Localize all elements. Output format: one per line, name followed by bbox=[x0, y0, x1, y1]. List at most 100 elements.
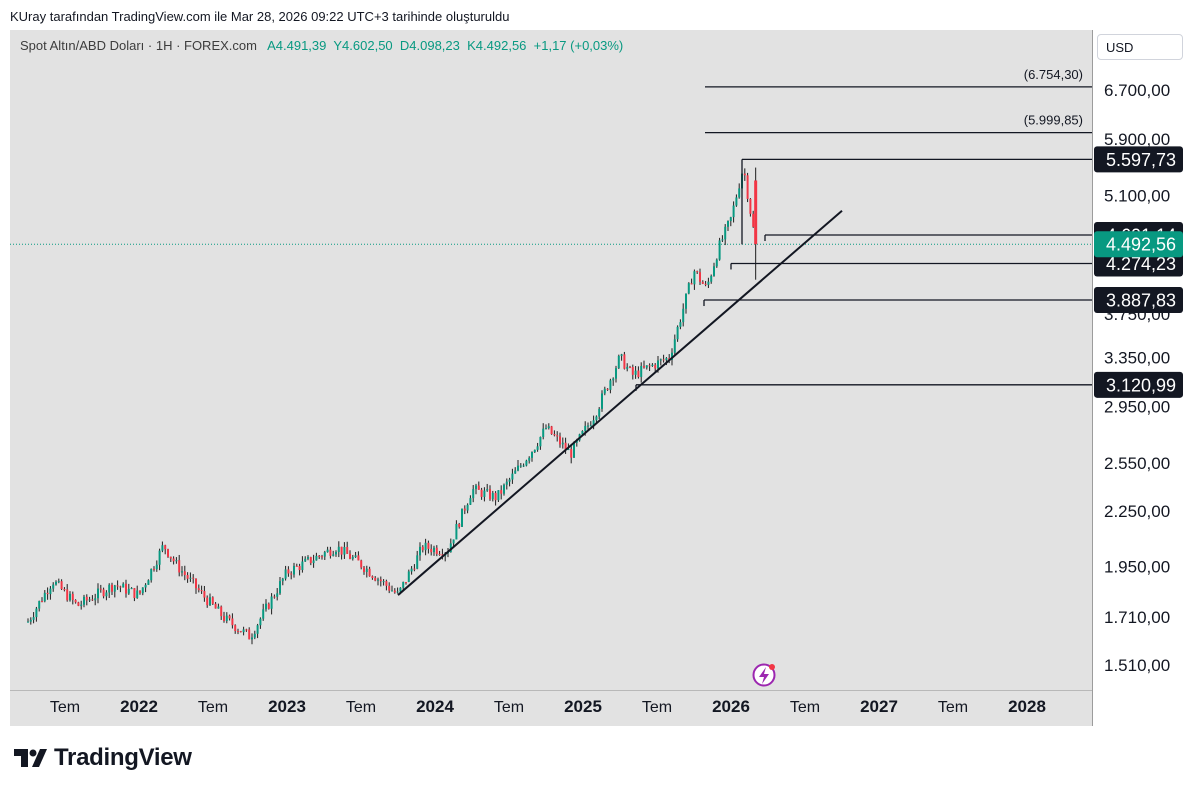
candle-body bbox=[335, 551, 337, 555]
candle-body bbox=[707, 281, 710, 285]
candle-body bbox=[94, 598, 97, 601]
candle-body bbox=[209, 597, 211, 606]
candle-body bbox=[270, 596, 273, 609]
currency-selector-button[interactable]: USD bbox=[1097, 34, 1183, 60]
candle-body bbox=[701, 281, 704, 284]
candle-body bbox=[399, 587, 402, 592]
candle-body bbox=[80, 604, 83, 606]
candle-body bbox=[262, 609, 265, 619]
tradingview-logo[interactable]: TradingView bbox=[12, 744, 192, 772]
candle-body bbox=[581, 431, 584, 435]
candle-body bbox=[351, 557, 354, 559]
candle-body bbox=[643, 365, 645, 368]
price-axis-label: 1.950,00 bbox=[1104, 557, 1170, 576]
candle-body bbox=[612, 378, 615, 381]
level-price-tag bbox=[1094, 287, 1183, 314]
candle-body bbox=[676, 326, 679, 340]
time-axis-label: Tem bbox=[198, 699, 228, 716]
candle-body bbox=[91, 599, 94, 601]
level-price-tag-label: 3.887,83 bbox=[1106, 291, 1176, 311]
time-axis-label: Tem bbox=[642, 699, 672, 716]
candle-body bbox=[234, 625, 237, 632]
candle-body bbox=[382, 581, 385, 583]
candle-body bbox=[377, 579, 379, 581]
candle-body bbox=[550, 426, 553, 435]
candle-body bbox=[539, 436, 542, 447]
candle-body bbox=[419, 546, 421, 556]
candle-body bbox=[637, 370, 640, 377]
candle-body bbox=[427, 542, 430, 549]
candle-body bbox=[435, 547, 438, 554]
candle-body bbox=[41, 601, 43, 603]
legend-change: +1,17 (+0,03%) bbox=[533, 38, 624, 53]
candle-body bbox=[679, 322, 682, 327]
time-axis-label: 2028 bbox=[1008, 697, 1046, 716]
candle-body bbox=[573, 442, 575, 458]
candle-body bbox=[139, 590, 141, 594]
candle-body bbox=[295, 565, 298, 567]
level-target-label: (5.999,85) bbox=[1024, 113, 1083, 128]
candle-body bbox=[309, 557, 312, 564]
candle-body bbox=[511, 473, 514, 480]
candle-body bbox=[522, 465, 525, 467]
candle-body bbox=[265, 603, 267, 610]
candle-body bbox=[556, 435, 559, 437]
candle-body bbox=[673, 339, 676, 353]
candle-body bbox=[721, 239, 724, 241]
candle-body bbox=[491, 492, 494, 500]
candle-body bbox=[52, 584, 55, 589]
candle-body bbox=[452, 539, 455, 544]
chart-pane[interactable] bbox=[10, 30, 1188, 726]
candle-body bbox=[248, 629, 251, 640]
candle-body bbox=[615, 368, 617, 379]
candle-body bbox=[144, 584, 147, 588]
candle-body bbox=[321, 556, 323, 558]
candle-body bbox=[312, 560, 315, 564]
candle-body bbox=[343, 546, 346, 555]
level-target-label: (6.754,30) bbox=[1024, 67, 1083, 82]
candle-body bbox=[749, 198, 752, 214]
candle-body bbox=[433, 547, 435, 553]
candle-body bbox=[651, 364, 654, 366]
candle-body bbox=[609, 380, 612, 390]
candle-body bbox=[125, 583, 127, 594]
candle-body bbox=[223, 616, 225, 621]
candle-body bbox=[441, 554, 444, 556]
candle-body bbox=[323, 552, 326, 557]
candle-body bbox=[531, 452, 533, 458]
candle-body bbox=[141, 587, 144, 594]
legend-symbol[interactable]: Spot Altın/ABD Doları · 1H · FOREX.com bbox=[20, 38, 257, 53]
candle-body bbox=[421, 546, 424, 551]
candle-body bbox=[696, 271, 699, 273]
candle-body bbox=[46, 592, 49, 595]
candle-body bbox=[606, 388, 609, 390]
candle-body bbox=[710, 275, 713, 282]
candle-body bbox=[32, 617, 35, 620]
price-axis-label: 1.510,00 bbox=[1104, 656, 1170, 675]
candle-body bbox=[186, 575, 189, 579]
time-axis[interactable] bbox=[10, 690, 1092, 726]
candle-body bbox=[60, 581, 63, 590]
candle-body bbox=[133, 588, 136, 598]
candle-body bbox=[598, 408, 601, 417]
candle-body bbox=[693, 271, 696, 285]
candle-body bbox=[368, 568, 371, 577]
level-price-tag-label: 5.597,73 bbox=[1106, 150, 1176, 170]
candle-body bbox=[561, 442, 564, 445]
candle-body bbox=[458, 523, 461, 527]
candle-body bbox=[463, 508, 466, 511]
candle-body bbox=[304, 558, 307, 562]
candle-body bbox=[189, 577, 192, 579]
candle-body bbox=[340, 546, 343, 555]
notification-dot-icon bbox=[769, 664, 775, 670]
candle-body bbox=[570, 449, 573, 458]
level-price-tag bbox=[1094, 371, 1183, 398]
candle-body bbox=[410, 568, 413, 572]
candle-body bbox=[547, 426, 550, 429]
candle-body bbox=[281, 578, 284, 582]
candles bbox=[27, 168, 755, 645]
candle-body bbox=[489, 489, 491, 500]
candle-body bbox=[682, 308, 685, 323]
candle-body bbox=[365, 568, 368, 572]
